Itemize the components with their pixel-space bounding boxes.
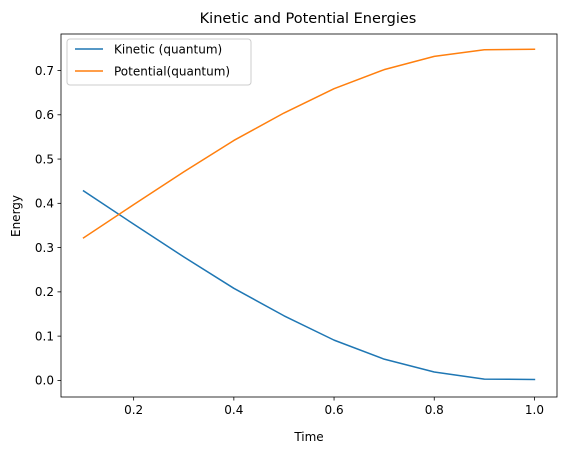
y-axis-label: Energy	[9, 195, 23, 237]
legend-frame	[66, 38, 252, 86]
series-line-kinetic	[82, 189, 536, 381]
legend-label: Potential(quantum)	[114, 64, 230, 78]
y-tick-label: 0.6	[35, 108, 54, 122]
x-tick-label: 0.8	[425, 403, 444, 417]
x-tick-label: 0.6	[325, 403, 344, 417]
x-tick-label: 1.0	[525, 403, 544, 417]
legend: Kinetic (quantum) Potential(quantum)	[66, 38, 252, 86]
chart-title: Kinetic and Potential Energies	[200, 11, 417, 27]
legend-label: Kinetic (quantum)	[114, 42, 222, 56]
y-tick-label: 0.0	[35, 374, 54, 388]
y-tick-label: 0.3	[35, 241, 54, 255]
y-tick-label: 0.5	[35, 152, 54, 166]
y-tick-label: 0.7	[35, 64, 54, 78]
x-tick-label: 0.4	[224, 403, 243, 417]
plot-frame	[60, 33, 558, 398]
y-tick-label: 0.4	[35, 197, 54, 211]
x-axis-label: Time	[293, 430, 323, 444]
x-tick-label: 0.2	[124, 403, 143, 417]
y-tick-label: 0.1	[35, 329, 54, 343]
y-tick-label: 0.2	[35, 285, 54, 299]
series-line-potential	[82, 48, 536, 239]
